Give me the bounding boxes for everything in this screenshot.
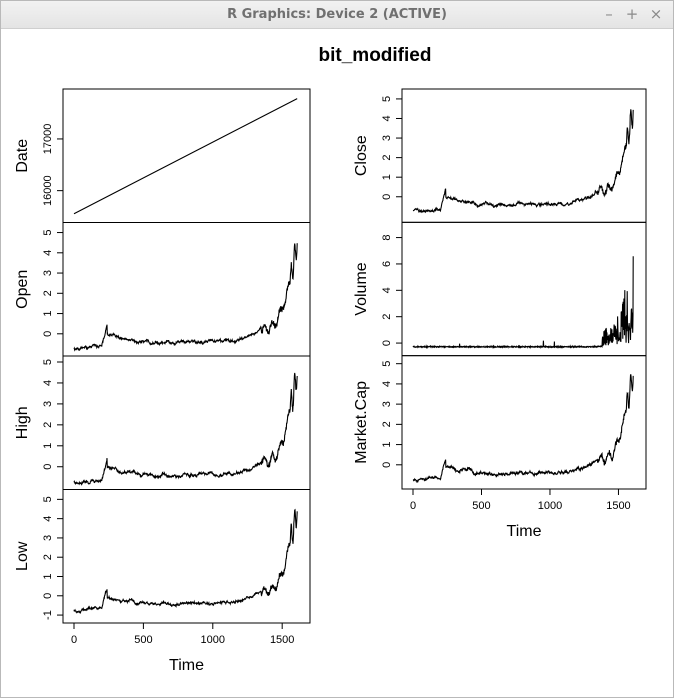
x-axis-label: Time [169,657,204,674]
y-tick-label: 4 [381,115,393,121]
series-line-date [73,98,298,215]
maximize-button[interactable]: + [625,5,639,23]
x-tick-label: 500 [472,500,490,512]
series-line-low [73,508,298,615]
y-tick-label: 16000 [42,175,54,206]
y-tick-label: 1 [42,310,54,316]
y-tick-label: 5 [381,96,393,102]
x-tick-label: 0 [410,500,416,512]
y-tick-label: 0 [42,593,54,599]
y-axis-label: Date [14,139,31,173]
y-axis-label: Market.Cap [353,381,370,464]
y-axis-label: Low [14,541,31,571]
y-tick-label: 1 [42,443,54,449]
series-line-open [73,243,298,352]
y-tick-label: 2 [381,314,393,320]
y-tick-label: 3 [42,535,54,541]
chart-title: bit_modified [319,45,432,66]
x-tick-label: 1000 [538,500,562,512]
y-tick-label: 0 [381,462,393,468]
panel-frame-market-cap [401,355,647,490]
y-tick-label: 5 [42,229,54,235]
y-tick-label: 1 [381,174,393,180]
y-tick-label: 2 [381,421,393,427]
y-tick-label: 2 [42,422,54,428]
y-tick-label: 3 [42,401,54,407]
y-tick-label: 2 [42,290,54,296]
y-tick-label: 0 [42,331,54,337]
close-button[interactable]: × [649,5,663,23]
series-line-volume [412,256,634,350]
y-tick-label: 5 [381,361,393,367]
series-line-close [412,109,634,214]
x-tick-label: 500 [134,634,152,646]
y-tick-label: 0 [42,464,54,470]
y-tick-label: 3 [381,401,393,407]
y-tick-label: 6 [381,261,393,267]
panel-frame-close [401,88,647,223]
panel-frame-high [62,355,311,490]
x-tick-label: 1000 [201,634,225,646]
window-title: R Graphics: Device 2 (ACTIVE) [227,7,447,22]
y-tick-label: 3 [42,270,54,276]
y-tick-label: 0 [381,194,393,200]
y-tick-label: 4 [42,516,54,522]
x-axis-label: Time [507,523,542,540]
series-line-market-cap [412,374,634,483]
y-tick-label: 4 [381,381,393,387]
plot-canvas: bit_modified 1600017000Date012345Open012… [14,45,647,674]
y-tick-label: 5 [42,359,54,365]
y-tick-label: 5 [42,496,54,502]
y-tick-label: 4 [381,287,393,293]
y-tick-label: 4 [42,380,54,386]
x-tick-label: 1500 [270,634,294,646]
y-tick-label: 17000 [42,124,54,155]
y-tick-label: 2 [42,554,54,560]
panel-frame-open [62,222,311,357]
y-axis-label: Close [353,135,370,176]
y-tick-label: 2 [381,155,393,161]
y-tick-label: 1 [381,442,393,448]
y-axis-label: Volume [353,262,370,315]
x-tick-label: 1500 [606,500,630,512]
y-tick-label: 4 [42,250,54,256]
window-titlebar[interactable]: R Graphics: Device 2 (ACTIVE) – + × [1,1,673,29]
y-axis-label: Open [14,270,31,309]
y-tick-label: 3 [381,135,393,141]
y-axis-label: High [14,406,31,439]
x-tick-label: 0 [71,634,77,646]
minimize-button[interactable]: – [605,5,613,23]
y-tick-label: 0 [381,340,393,346]
y-tick-label: -1 [42,610,54,620]
y-tick-label: 8 [381,235,393,241]
y-tick-label: 1 [42,573,54,579]
series-line-high [73,372,298,486]
